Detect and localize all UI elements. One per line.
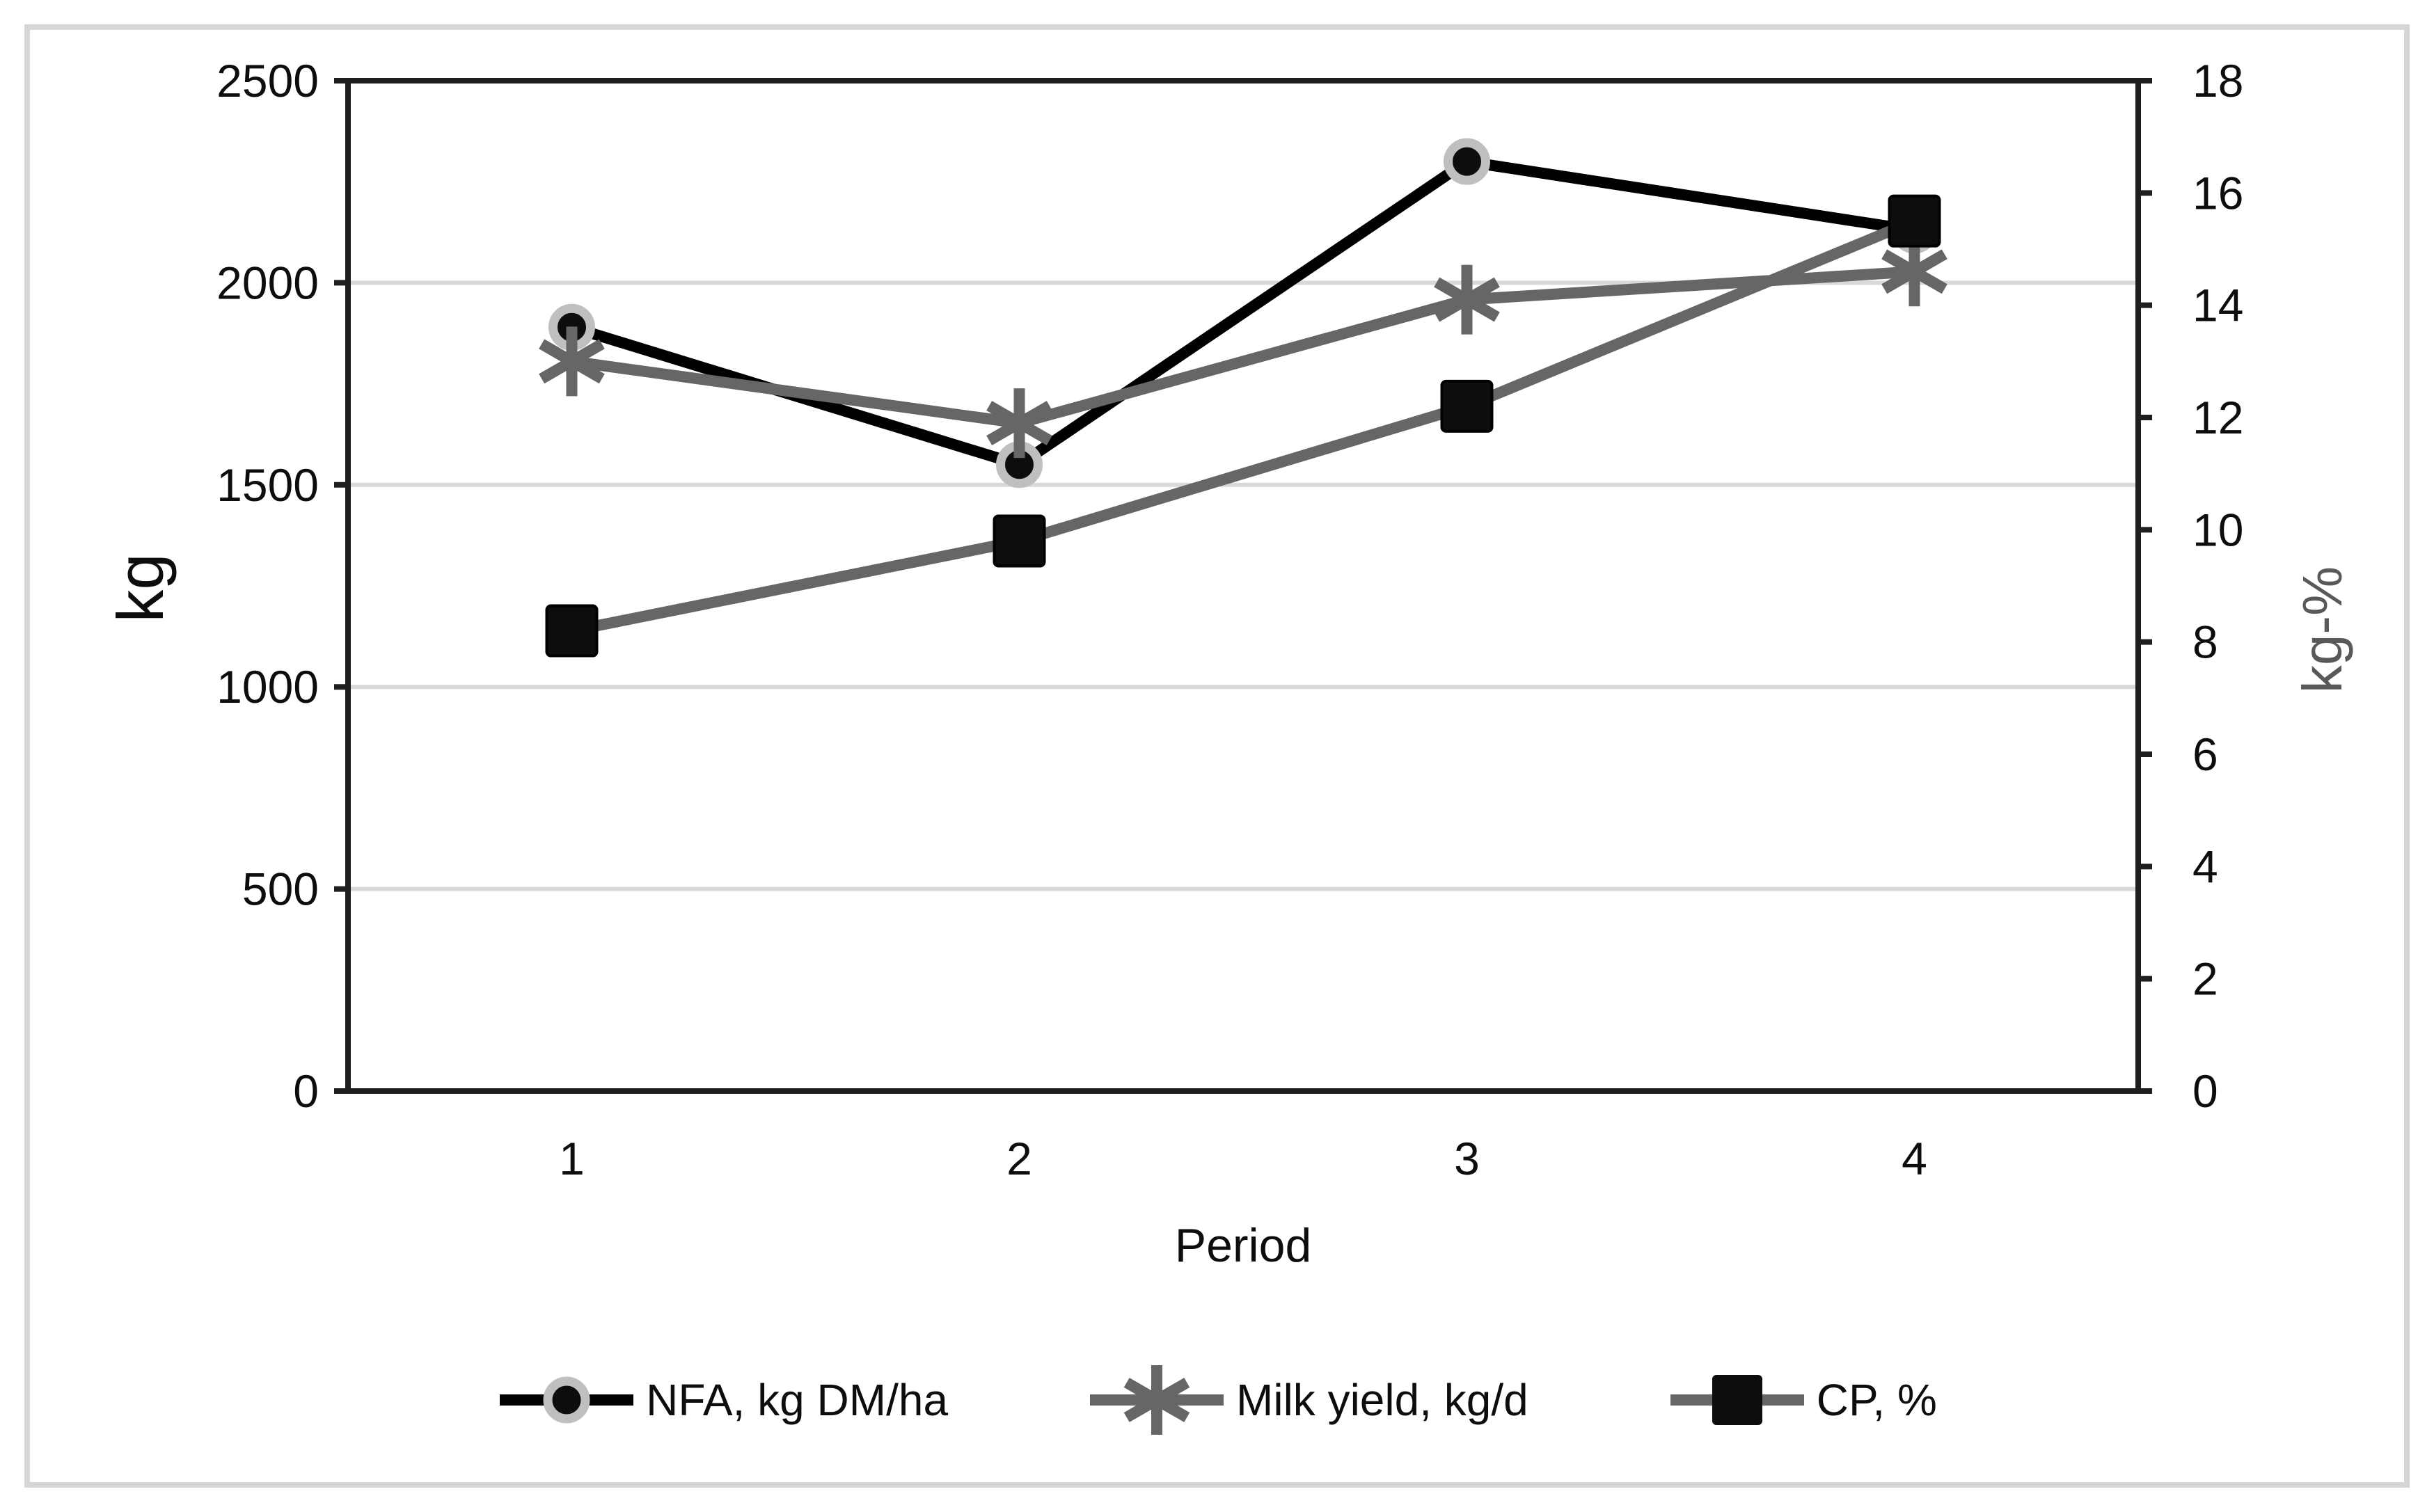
- data-point-asterisk-marker: [1434, 277, 1500, 322]
- x-axis-title: Period: [1174, 1219, 1312, 1272]
- legend-marker-circle-icon: [500, 1376, 634, 1424]
- x-axis-tick-label: 2: [1006, 1133, 1032, 1184]
- left-axis-title: kg: [104, 553, 177, 623]
- data-point-square-marker: [1888, 194, 1941, 248]
- right-axis-tick-label: 2: [2192, 953, 2218, 1005]
- data-point-asterisk-marker: [539, 339, 605, 384]
- left-axis-tick-label: 2000: [216, 257, 319, 308]
- right-axis-tick-label: 16: [2192, 167, 2243, 218]
- right-axis-tick-label: 10: [2192, 504, 2243, 555]
- left-axis-tick-label: 500: [242, 864, 319, 915]
- right-axis-tick-label: 0: [2192, 1065, 2218, 1117]
- legend-marker-asterisk-icon: [1090, 1365, 1224, 1435]
- legend-marker-square-icon: [1670, 1375, 1804, 1425]
- x-axis-tick-label: 3: [1454, 1133, 1480, 1184]
- right-axis-tick-label: 4: [2192, 841, 2218, 892]
- series-line-circle: [570, 156, 1915, 470]
- right-axis-tick-label: 14: [2192, 280, 2243, 331]
- data-point-asterisk-marker: [986, 401, 1052, 445]
- chart-legend: NFA, kg DM/ha Milk yield, kg/d CP, %: [0, 1358, 2434, 1442]
- left-axis-tick-label: 1500: [216, 459, 319, 511]
- left-axis-tick-label: 2500: [216, 55, 319, 106]
- plot-frame: [345, 78, 2141, 1094]
- data-point-square-marker: [993, 514, 1046, 568]
- legend-item-cp: CP, %: [1668, 1362, 1937, 1438]
- data-point-square-marker: [1440, 379, 1494, 433]
- left-axis-tick-label: 0: [293, 1065, 319, 1117]
- legend-item-milk-yield: Milk yield, kg/d: [1087, 1362, 1528, 1438]
- left-axis-tick-label: 1000: [216, 661, 319, 713]
- legend-label: NFA, kg DM/ha: [646, 1375, 949, 1425]
- data-point-asterisk-marker: [1881, 249, 1947, 294]
- right-axis-tick-label: 6: [2192, 729, 2218, 780]
- legend-label: Milk yield, kg/d: [1236, 1375, 1528, 1425]
- data-point-square-marker: [545, 604, 599, 658]
- series-line-asterisk: [571, 266, 1915, 429]
- right-axis-tick-label: 8: [2192, 616, 2218, 668]
- x-axis-tick-label: 1: [559, 1133, 585, 1184]
- x-axis-tick-label: 4: [1902, 1133, 1927, 1184]
- right-axis-tick-label: 18: [2192, 55, 2243, 106]
- series-line-square: [570, 216, 1917, 637]
- legend-item-nfa: NFA, kg DM/ha: [497, 1362, 948, 1438]
- right-axis-tick-label: 12: [2192, 392, 2243, 443]
- right-axis-title: kg-%: [2291, 566, 2353, 694]
- data-point-circle-marker: [1444, 138, 1490, 185]
- legend-label: CP, %: [1816, 1375, 1937, 1425]
